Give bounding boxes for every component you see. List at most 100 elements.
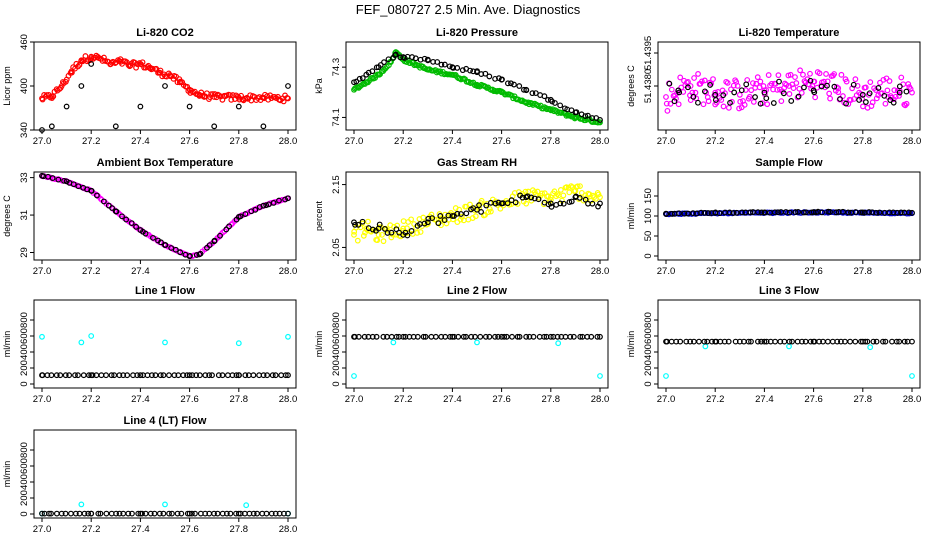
data-point [668,86,675,93]
data-point [798,89,805,96]
data-point [877,79,883,86]
data-point [113,208,120,215]
data-point [501,333,508,340]
data-point [582,196,589,203]
data-point [75,372,81,379]
data-point [882,100,889,107]
data-point [169,510,175,517]
data-point [53,372,60,379]
data-point [393,333,400,340]
data-point [441,61,448,68]
data-point [482,212,488,218]
x-tick-label: 27.0 [33,266,52,277]
data-point [667,100,674,107]
data-point [252,206,259,213]
data-point [909,209,915,216]
data-point [125,510,132,517]
data-point [260,372,267,379]
data-point [752,94,758,100]
data-point [787,71,794,78]
data-point [554,333,561,340]
data-point [778,98,785,105]
data-point [137,103,144,110]
data-point [351,373,357,379]
data-point [710,76,716,83]
data-point [78,83,85,89]
data-point [196,372,203,379]
x-tick-label: 28.0 [903,394,922,405]
y-tick-label: 400 [643,344,654,360]
y-tick-label: 600 [643,328,654,344]
data-point [198,89,205,96]
data-point [235,510,242,517]
data-point [745,338,752,345]
x-tick-label: 28.0 [591,136,610,147]
data-point [512,199,519,206]
y-tick-label: 800 [19,312,30,328]
data-point [219,372,226,379]
y-tick-label: 29 [19,247,30,258]
data-point [235,340,242,347]
x-tick-label: 27.6 [492,136,511,147]
data-point [227,510,234,517]
x-tick-label: 27.4 [131,136,150,147]
data-point [284,95,291,101]
data-point [702,343,709,350]
y-tick-label: 400 [19,78,30,94]
data-point [48,123,55,130]
x-tick-label: 27.4 [755,394,774,405]
figure-title: FEF_080727 2.5 Min. Ave. Diagnostics [356,2,581,17]
data-point [180,372,187,379]
data-point [193,372,200,379]
data-point [269,372,276,379]
data-point [272,510,279,517]
data-point [405,219,412,225]
data-point [840,93,846,99]
data-point [597,333,603,340]
data-point [800,209,807,216]
data-point [896,338,903,345]
x-tick-label: 27.8 [542,266,561,277]
data-point [775,72,782,79]
data-point [260,123,267,130]
data-point [896,83,903,90]
x-tick-label: 27.8 [230,136,249,147]
data-point [70,181,77,188]
y-tick-label: 0 [19,381,30,386]
plot-frame [657,299,921,389]
data-point [803,209,810,216]
data-point [223,510,230,517]
data-point [862,99,869,105]
data-point [373,64,380,71]
data-point [543,333,550,340]
data-point [595,191,602,198]
data-point [72,510,79,517]
data-point [582,113,589,119]
data-point [896,92,902,99]
data-point [100,198,107,205]
data-point [568,198,575,205]
data-point [786,343,792,350]
x-tick-label: 27.6 [804,136,823,147]
data-point [816,70,823,77]
data-point [197,250,204,257]
data-point [511,81,517,88]
data-point [558,109,565,116]
data-point [528,194,535,201]
data-point [560,192,567,199]
data-point [504,200,511,207]
data-point [867,344,874,351]
data-point [356,75,363,82]
chart-panel: Sample Flow 27.0 27.2 27.4 27.6 27.8 28.0 0 50 10… [626,157,921,277]
data-point [833,209,840,216]
data-point [59,79,66,85]
panel-title: Ambient Box Temperature [97,157,234,169]
data-point [797,67,804,74]
data-point [228,96,235,103]
y-axis-label: Licor ppm [2,66,12,106]
data-point [886,78,893,84]
data-point [242,211,249,217]
data-point [712,89,719,96]
data-point [482,70,489,77]
panel-title: Line 4 (LT) Flow [124,415,207,427]
